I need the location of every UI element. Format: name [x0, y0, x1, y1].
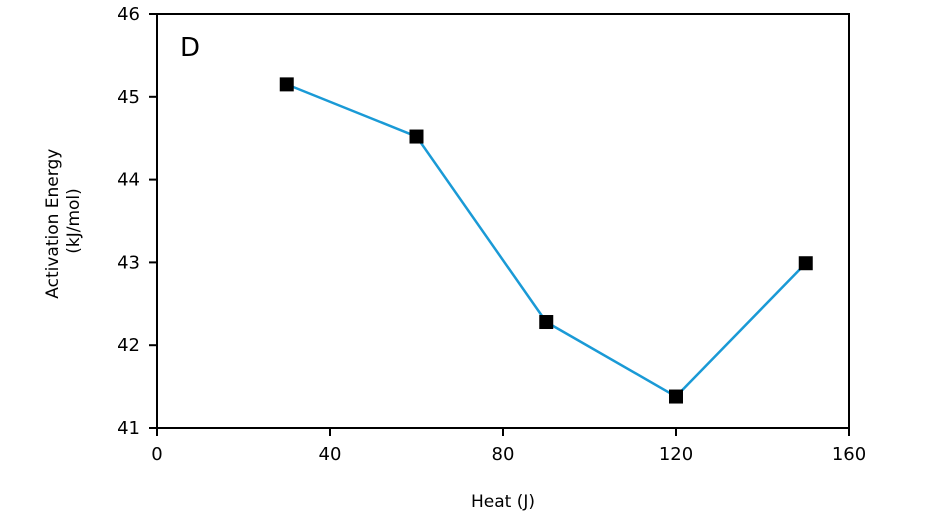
- y-tick-label: 43: [117, 252, 140, 273]
- x-tick-label: 160: [832, 444, 866, 465]
- y-tick-label: 46: [117, 4, 140, 25]
- x-tick-label: 80: [492, 444, 515, 465]
- x-tick-label: 40: [319, 444, 342, 465]
- y-axis-title-line-2: (kJ/mol): [64, 188, 84, 254]
- series-layer: [279, 77, 813, 404]
- plot-frame: [156, 13, 850, 429]
- data-point-marker: [409, 129, 424, 144]
- data-point-marker: [798, 256, 813, 271]
- data-point-marker: [279, 77, 294, 92]
- data-point-marker: [669, 389, 683, 404]
- x-tick-label: 120: [659, 444, 693, 465]
- x-axis-title: Heat (J): [471, 492, 535, 512]
- y-axis-title-line-1: Activation Energy: [43, 149, 63, 299]
- axis-ticks: 0 40 80 120 160 41 42 43 44 45 46: [117, 4, 866, 465]
- series-line: [286, 83, 807, 399]
- data-point-marker: [539, 315, 554, 330]
- y-axis-title: Activation Energy (kJ/mol): [43, 143, 84, 298]
- y-tick-label: 44: [117, 170, 140, 191]
- y-tick-label: 41: [117, 418, 140, 439]
- y-tick-label: 45: [117, 87, 140, 108]
- x-tick-label: 0: [151, 444, 162, 465]
- panel-label: D: [180, 33, 200, 63]
- y-tick-label: 42: [117, 335, 140, 356]
